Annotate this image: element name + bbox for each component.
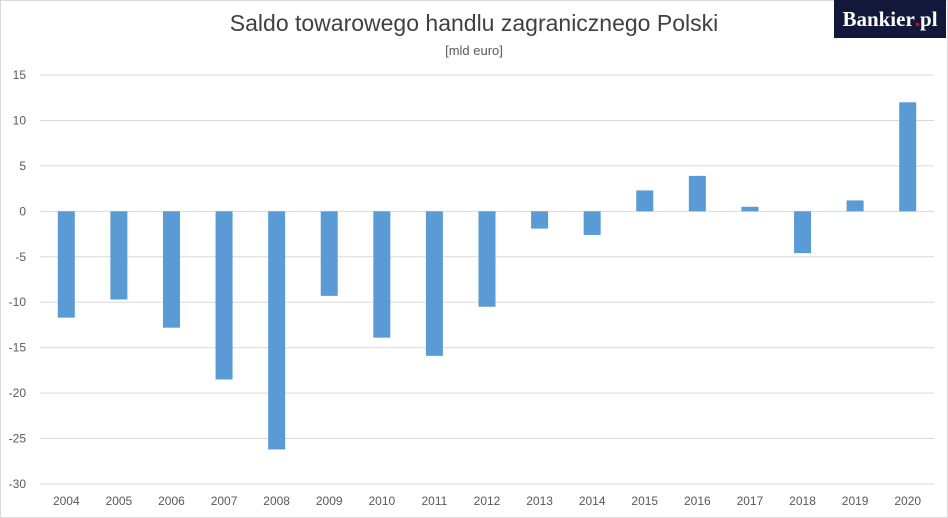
bar-2013 [531,211,549,229]
x-tick-label: 2012 [474,494,501,508]
y-tick-label: 5 [19,159,26,173]
bar-2012 [478,211,496,307]
bar-2010 [373,211,391,338]
y-tick-label: -20 [9,386,27,400]
y-tick-label: -10 [9,295,27,309]
bar-2004 [57,211,75,318]
y-tick-label: -30 [9,477,27,491]
x-tick-label: 2006 [158,494,185,508]
bar-2005 [110,211,128,300]
chart-subtitle: [mld euro] [445,43,503,58]
logo-word: Bankier [842,6,915,31]
x-tick-label: 2013 [526,494,553,508]
bar-2009 [320,211,338,296]
x-tick-label: 2005 [106,494,133,508]
x-tick-label: 2019 [842,494,869,508]
x-tick-label: 2004 [53,494,80,508]
x-tick-label: 2008 [263,494,290,508]
bar-2017 [741,206,759,212]
x-tick-label: 2020 [894,494,921,508]
y-tick-label: -5 [15,250,26,264]
x-tick-label: 2015 [631,494,658,508]
bar-2019 [846,200,864,212]
bar-2006 [162,211,180,328]
y-tick-label: -25 [9,432,27,446]
bar-2020 [899,102,917,212]
logo-suffix: pl [920,6,938,31]
y-tick-label: 0 [19,204,26,218]
logo-dot: . [914,6,921,31]
bar-2015 [636,190,654,212]
bar-2018 [794,211,812,254]
x-tick-label: 2007 [211,494,238,508]
x-tick-label: 2014 [579,494,606,508]
bar-2007 [215,211,233,380]
x-tick-label: 2018 [789,494,816,508]
bar-2016 [688,175,706,212]
x-tick-label: 2017 [737,494,764,508]
bar-2011 [425,211,443,356]
x-tick-label: 2016 [684,494,711,508]
x-tick-label: 2010 [368,494,395,508]
bar-2014 [583,211,601,235]
bankier-logo: Bankier. pl [834,0,946,38]
y-tick-label: 10 [13,113,27,127]
x-tick-label: 2011 [422,494,448,508]
y-tick-label: 15 [13,68,27,82]
bar-2008 [268,211,286,450]
x-tick-label: 2009 [316,494,343,508]
chart-title: Saldo towarowego handlu zagranicznego Po… [229,10,719,36]
y-tick-label: -15 [9,341,27,355]
